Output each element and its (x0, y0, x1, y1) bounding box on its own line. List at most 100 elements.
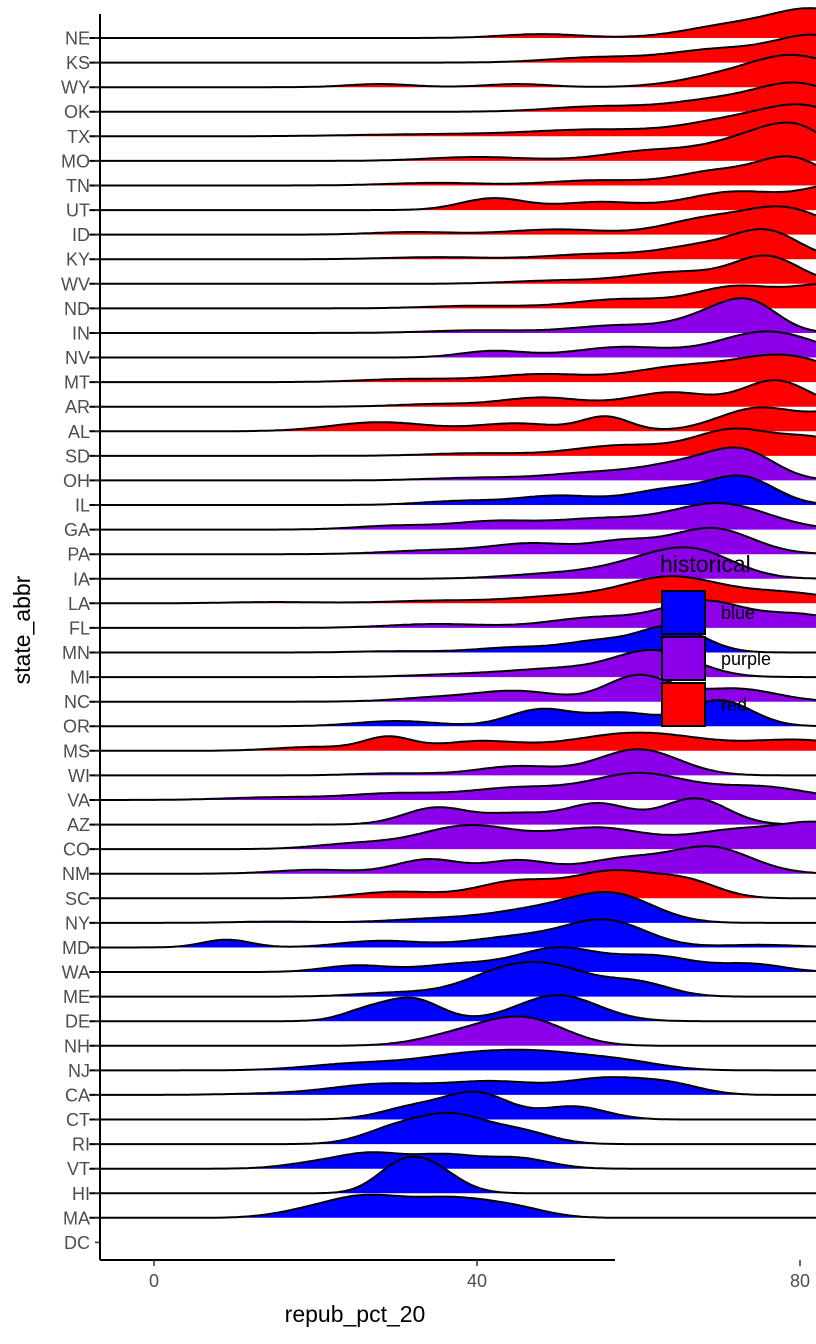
y-tick-label: OK (64, 102, 90, 122)
ridge-outline-mt (89, 353, 816, 384)
ridge-fill-nm (89, 846, 816, 874)
ridge-ny (89, 891, 816, 924)
ridge-outline-sd (89, 427, 816, 457)
y-tick-label: VT (67, 1159, 90, 1179)
ridge-outline-id (89, 205, 816, 236)
ridge-fill-wv (89, 255, 816, 284)
ridge-ri (89, 1111, 816, 1146)
ridge-outline-ri (89, 1111, 816, 1146)
ridge-mo (89, 121, 816, 162)
ridge-outline-ne (89, 7, 816, 39)
ridge-ar (89, 379, 816, 408)
ridge-nd (89, 282, 816, 310)
ridge-fill-vt (89, 1152, 816, 1169)
y-tick-label: WY (61, 78, 90, 98)
legend-swatch-blue (661, 590, 706, 635)
y-tick-label: MT (64, 373, 90, 393)
ridge-fill-mt (89, 354, 816, 383)
ridge-nh (89, 1015, 816, 1047)
ridge-outline-ok (89, 81, 816, 113)
ridge-fill-fl (89, 600, 816, 628)
y-tick-label: CA (65, 1085, 90, 1105)
ridge-outline-nd (89, 282, 816, 310)
y-tick-label: FL (69, 618, 90, 638)
ridge-fill-va (89, 772, 816, 800)
ridge-outline-pa (89, 526, 816, 556)
ridge-outline-nh (89, 1015, 816, 1047)
ridge-ks (89, 33, 816, 64)
legend-title: historical (660, 551, 751, 577)
ridge-fill-ut (89, 186, 816, 211)
ridge-mt (89, 353, 816, 384)
ridge-fill-nj (89, 1049, 816, 1071)
y-tick-label: ND (64, 299, 90, 319)
y-tick-label: AR (65, 397, 90, 417)
x-axis: 0 40 80 (100, 1259, 810, 1291)
ridge-fill-ar (89, 380, 816, 407)
ridge-outline-tx (89, 103, 816, 138)
y-tick-label: IA (73, 569, 90, 589)
ridge-outline-ia (89, 546, 816, 580)
y-tick-label: ME (63, 987, 90, 1007)
ridge-outline-wy (89, 54, 816, 89)
y-tick-label: KY (66, 250, 90, 270)
ridge-fill-co (89, 821, 816, 850)
ridge-outline-mn (89, 624, 816, 654)
y-tick-label: CT (66, 1110, 90, 1130)
ridge-outline-ut (89, 185, 816, 212)
y-tick-label: UT (66, 201, 90, 221)
ridge-outline-tn (89, 155, 816, 187)
x-tick-label: 80 (790, 1271, 810, 1291)
ridge-fill-il (89, 475, 816, 505)
y-tick-label: HI (72, 1184, 90, 1204)
y-tick-label: NM (62, 864, 90, 884)
ridge-il (89, 474, 816, 506)
y-tick-label: NJ (68, 1061, 90, 1081)
ridge-outline-az (89, 797, 816, 826)
ridge-la (89, 575, 816, 605)
ridge-de (89, 994, 816, 1023)
ridge-ne (89, 7, 816, 39)
legend: historical blue purple red (660, 551, 771, 727)
ridge-outline-wi (89, 748, 816, 777)
ridge-outline-ga (89, 502, 816, 531)
ridge-outline-ct (89, 1090, 816, 1121)
ridge-outline-la (89, 575, 816, 605)
ridge-outline-al (89, 406, 816, 433)
y-tick-label: NY (65, 913, 90, 933)
y-tick-label: NH (64, 1036, 90, 1056)
ridge-in (89, 297, 816, 334)
ridge-outline-fl (89, 599, 816, 629)
ridge-oh (89, 446, 816, 482)
y-tick-label: TN (66, 176, 90, 196)
ridge-co (89, 820, 816, 851)
ridge-ia (89, 546, 816, 580)
ridge-fill-ct (89, 1091, 816, 1120)
ridge-outline-nj (89, 1048, 816, 1072)
ridge-az (89, 797, 816, 826)
ridge-mi (89, 649, 816, 679)
y-tick-label: MN (62, 643, 90, 663)
y-tick-label: WI (68, 766, 90, 786)
ridge-outline-ma (89, 1193, 816, 1219)
ridge-outline-wv (89, 254, 816, 285)
ridge-outline-sc (89, 869, 816, 900)
y-tick-label: OH (63, 471, 90, 491)
ridge-fill-de (89, 995, 816, 1022)
ridge-fill-oh (89, 447, 816, 481)
ridge-me (89, 960, 816, 998)
ridge-fill-wi (89, 749, 816, 776)
ridge-outline-nc (89, 673, 816, 703)
ridge-ok (89, 81, 816, 113)
y-tick-label: MD (62, 938, 90, 958)
ridge-ky (89, 228, 816, 261)
ridge-sc (89, 869, 816, 900)
y-tick-label: NV (65, 348, 90, 368)
ridge-fill-az (89, 798, 816, 825)
ridge-outline-nv (89, 330, 816, 359)
y-tick-label: AZ (67, 815, 90, 835)
y-tick-label: TX (67, 127, 90, 147)
ridge-vt (89, 1151, 816, 1170)
ridge-outline-or (89, 699, 816, 728)
